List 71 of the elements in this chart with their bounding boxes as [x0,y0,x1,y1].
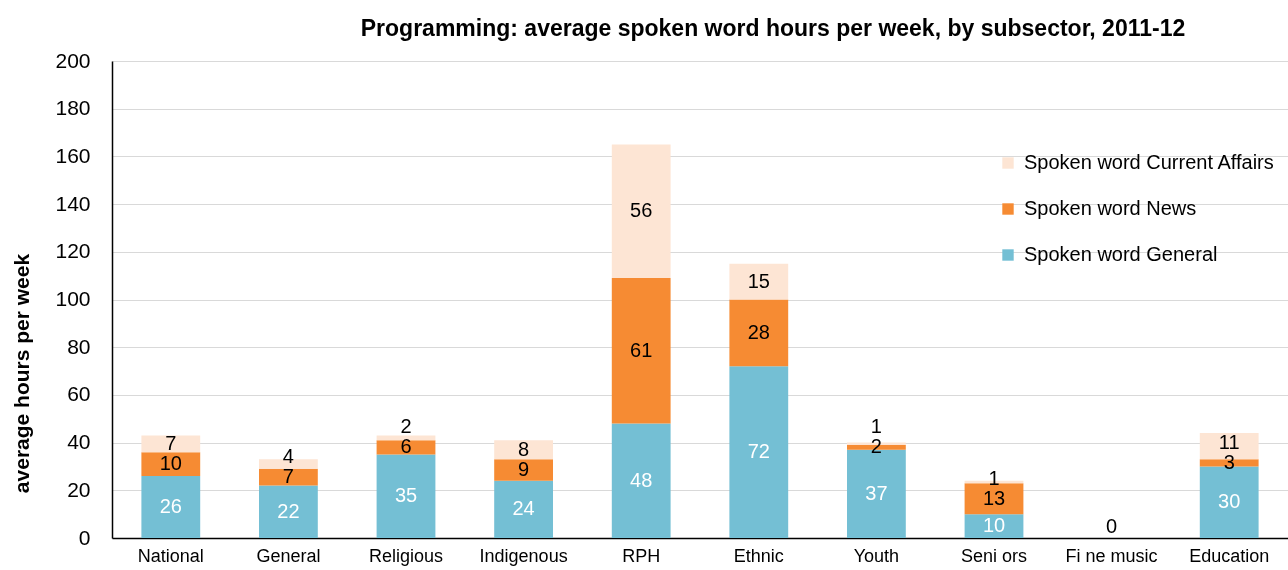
data-label: 2 [400,415,412,438]
bar [494,440,553,460]
data-label: 72 [747,440,770,463]
bar [259,485,318,538]
data-label: 22 [277,499,300,522]
y-tick-label: 120 [55,239,91,263]
data-label: 15 [747,269,770,292]
x-tick-label: Religious [368,545,444,566]
bar [611,144,671,279]
y-tick-label: 40 [67,430,91,454]
bar [141,475,201,538]
x-tick-label: Youth [853,545,900,566]
data-label: 0 [1106,515,1118,537]
y-tick-label: 80 [67,334,91,358]
data-label: 1 [988,466,1000,489]
data-label: 6 [400,435,412,458]
y-tick-label: 160 [55,143,91,167]
data-label: 13 [982,486,1006,509]
bar [259,468,318,486]
x-tick-label: Seni ors [960,545,1028,566]
bar [494,459,553,481]
y-tick-label: 140 [55,191,91,215]
data-label: 35 [394,484,418,507]
data-label: 1 [870,415,882,438]
bar [494,480,553,538]
y-tick-label: 100 [55,287,91,310]
legend-label: Spoken word General [1024,243,1218,265]
y-tick-label: 0 [78,525,91,549]
data-label: 61 [630,338,653,361]
data-label: 11 [1218,430,1240,453]
y-tick-label: 200 [55,48,91,72]
bar [611,423,671,538]
y-tick-label: 180 [55,96,91,120]
x-tick-label: Indigenous [479,545,568,566]
bar [376,454,436,538]
chart-title: Programming: average spoken word hours per week, by subsector, 2011-12 [360,15,1186,41]
data-label: 2 [870,435,882,458]
bar [729,263,789,300]
x-tick-label: General [256,545,321,566]
bar [729,299,789,367]
data-label: 8 [518,437,530,460]
y-tick-label: 60 [67,382,91,406]
x-tick-label: National [137,545,204,566]
data-label: 37 [865,481,888,504]
data-label: 10 [159,452,182,475]
legend-label: Spoken word Current Affairs [1024,151,1274,173]
data-label: 7 [282,465,294,488]
y-tick-label: 20 [67,477,91,501]
y-axis-title: average hours per week [9,253,33,494]
x-tick-label: Ethnic [733,545,784,566]
bar [376,440,436,455]
bar [141,435,201,453]
legend-label: Spoken word News [1024,197,1197,219]
data-label: 56 [630,199,653,222]
bar [964,483,1024,515]
data-label: 26 [159,494,182,517]
x-tick-label: Education [1189,545,1270,566]
bar [141,452,201,476]
data-label: 28 [747,320,770,343]
data-label: 10 [982,514,1006,537]
data-label: 48 [630,468,653,491]
x-tick-label: Fi ne music [1065,545,1158,566]
x-tick-label: RPH [622,545,661,566]
bar [611,278,671,424]
data-label: 30 [1218,490,1241,513]
bar [376,435,436,441]
data-label: 4 [282,445,294,468]
bar [729,366,789,538]
data-label: 7 [165,431,177,454]
data-label: 9 [518,458,530,481]
data-label: 24 [512,497,535,520]
